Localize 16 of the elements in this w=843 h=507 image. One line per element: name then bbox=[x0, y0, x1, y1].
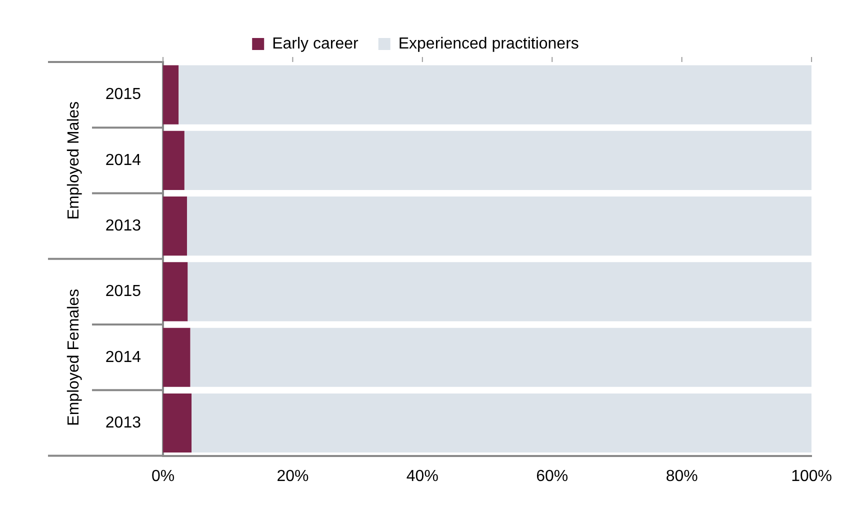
y-tick-label: 2013 bbox=[105, 217, 142, 234]
legend-label: Experienced practitioners bbox=[398, 35, 579, 52]
y-tick-label: 2013 bbox=[105, 414, 142, 432]
x-tick-label: 0% bbox=[151, 468, 175, 485]
x-tick-label: 60% bbox=[536, 468, 568, 485]
y-tick-label: 2015 bbox=[105, 86, 142, 104]
x-tick-label: 40% bbox=[406, 468, 438, 485]
text: Employed Females bbox=[65, 288, 82, 426]
y-tick-label: 2015 bbox=[105, 283, 142, 300]
text: Employed Males bbox=[65, 101, 82, 220]
y-tick-label: 2014 bbox=[105, 152, 142, 169]
x-tick-label: 80% bbox=[666, 468, 698, 485]
x-tick-label: 100% bbox=[791, 468, 832, 485]
x-tick-label: 20% bbox=[276, 468, 309, 485]
legend-label: Early career bbox=[272, 35, 360, 52]
y-tick-label: 2014 bbox=[105, 348, 142, 366]
